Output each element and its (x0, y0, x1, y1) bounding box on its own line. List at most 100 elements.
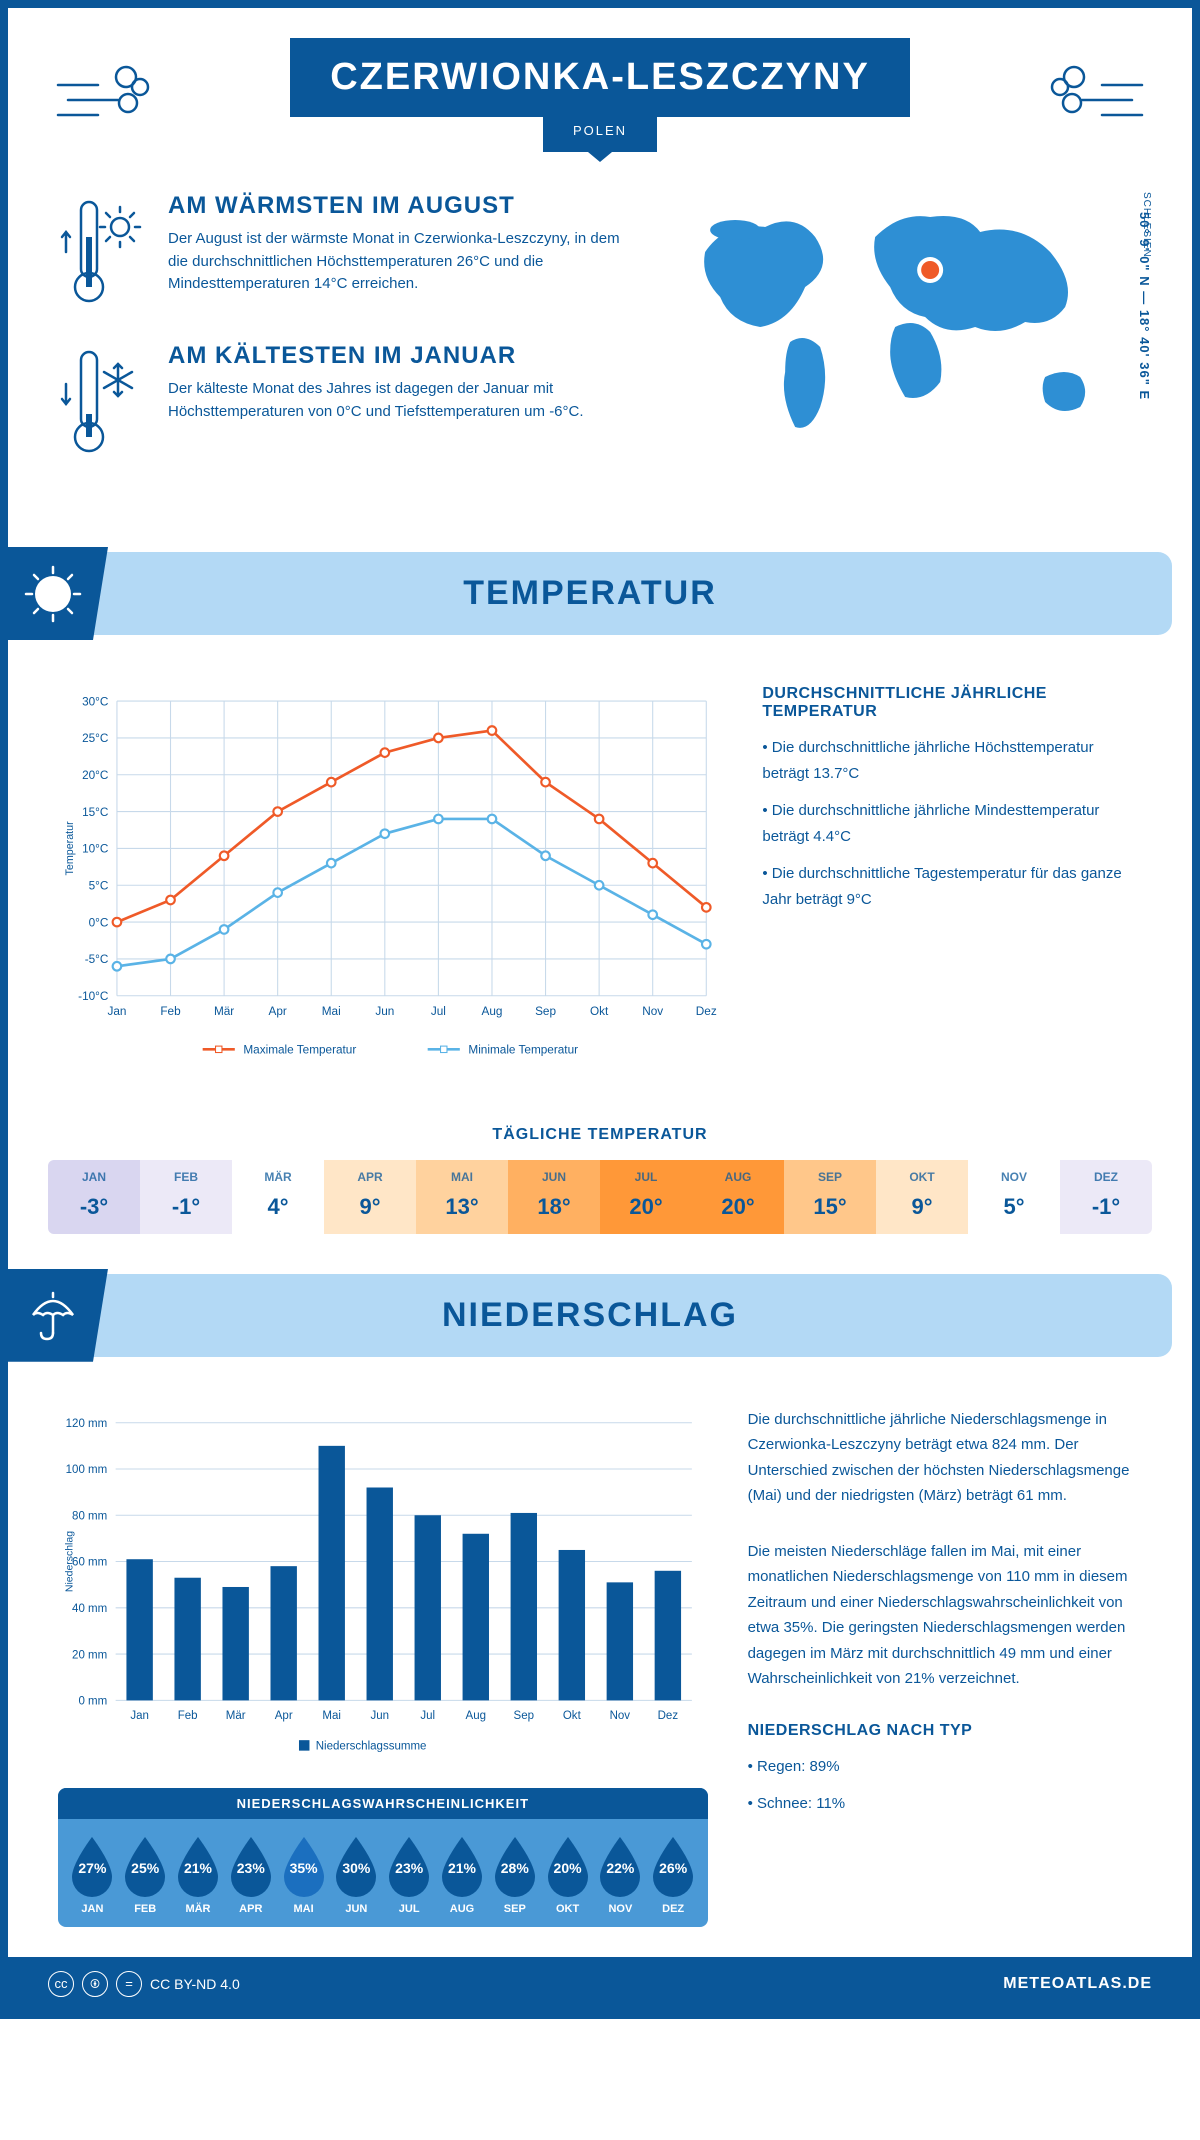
svg-text:60 mm: 60 mm (72, 1556, 107, 1568)
intro-section: AM WÄRMSTEN IM AUGUST Der August ist der… (8, 172, 1192, 532)
license-text: CC BY-ND 4.0 (150, 1976, 240, 1992)
svg-text:0 mm: 0 mm (78, 1695, 107, 1707)
footer: cc 🅯 = CC BY-ND 4.0 METEOATLAS.DE (8, 1957, 1192, 2011)
svg-text:Nov: Nov (610, 1710, 631, 1722)
month-cell: MAI13° (416, 1160, 508, 1234)
temp-stat-1: • Die durchschnittliche jährliche Höchst… (762, 735, 1142, 786)
svg-text:Mär: Mär (226, 1710, 246, 1722)
drop-cell: 20% OKT (541, 1833, 594, 1915)
svg-text:25°C: 25°C (82, 732, 109, 745)
svg-text:Feb: Feb (178, 1710, 198, 1722)
svg-text:Sep: Sep (535, 1005, 556, 1018)
svg-text:Feb: Feb (160, 1005, 181, 1018)
precip-snow: • Schnee: 11% (748, 1791, 1142, 1817)
month-cell: JAN-3° (48, 1160, 140, 1234)
drop-cell: 22% NOV (594, 1833, 647, 1915)
month-cell: AUG20° (692, 1160, 784, 1234)
month-cell: MÄR4° (232, 1160, 324, 1234)
thermometer-cold-icon (58, 342, 148, 462)
svg-text:Jul: Jul (431, 1005, 446, 1018)
svg-text:Nov: Nov (642, 1005, 663, 1018)
svg-text:Dez: Dez (658, 1710, 679, 1722)
daily-temp-title: TÄGLICHE TEMPERATUR (8, 1126, 1192, 1144)
city-name: CZERWIONKA-LESZCZYNY (290, 38, 910, 117)
umbrella-icon (25, 1287, 81, 1343)
svg-text:20 mm: 20 mm (72, 1649, 107, 1661)
svg-text:Mär: Mär (214, 1005, 234, 1018)
svg-text:Mai: Mai (322, 1710, 341, 1722)
svg-text:Apr: Apr (275, 1710, 293, 1722)
svg-text:Aug: Aug (466, 1710, 487, 1722)
drop-cell: 28% SEP (488, 1833, 541, 1915)
drop-cell: 23% JUL (383, 1833, 436, 1915)
svg-text:Temperatur: Temperatur (64, 821, 76, 876)
precipitation-header: NIEDERSCHLAG (8, 1274, 1172, 1357)
svg-text:Okt: Okt (563, 1710, 582, 1722)
drop-cell: 25% FEB (119, 1833, 172, 1915)
svg-text:Okt: Okt (590, 1005, 609, 1018)
svg-text:10°C: 10°C (82, 843, 109, 856)
drop-cell: 21% AUG (436, 1833, 489, 1915)
precip-text-2: Die meisten Niederschläge fallen im Mai,… (748, 1539, 1142, 1692)
svg-text:Apr: Apr (269, 1005, 287, 1018)
drop-cell: 30% JUN (330, 1833, 383, 1915)
brand-name: METEOATLAS.DE (1003, 1975, 1152, 1993)
precip-type-title: NIEDERSCHLAG NACH TYP (748, 1722, 1142, 1740)
svg-text:Aug: Aug (482, 1005, 503, 1018)
svg-text:Maximale Temperatur: Maximale Temperatur (243, 1044, 356, 1057)
precipitation-title: NIEDERSCHLAG (442, 1296, 738, 1334)
title-section: CZERWIONKA-LESZCZYNY POLEN (8, 8, 1192, 172)
svg-text:Dez: Dez (696, 1005, 717, 1018)
temp-stat-2: • Die durchschnittliche jährliche Mindes… (762, 798, 1142, 849)
precip-drops: 27% JAN 25% FEB 21% MÄR 23% APR 35% MAI … (58, 1819, 708, 1921)
temp-stat-3: • Die durchschnittliche Tagestemperatur … (762, 861, 1142, 912)
svg-text:Sep: Sep (514, 1710, 534, 1722)
sun-icon (23, 564, 83, 624)
svg-text:Minimale Temperatur: Minimale Temperatur (468, 1044, 578, 1057)
coldest-fact: AM KÄLTESTEN IM JANUAR Der kälteste Mona… (58, 342, 638, 462)
svg-text:120 mm: 120 mm (66, 1418, 108, 1430)
svg-text:Jun: Jun (375, 1005, 394, 1018)
coldest-title: AM KÄLTESTEN IM JANUAR (168, 342, 638, 370)
svg-text:20°C: 20°C (82, 769, 109, 782)
precip-rain: • Regen: 89% (748, 1754, 1142, 1780)
by-icon: 🅯 (82, 1971, 108, 1997)
temperature-chart: -10°C-5°C0°C5°C10°C15°C20°C25°C30°CJanFe… (58, 685, 722, 1071)
precipitation-chart: 0 mm20 mm40 mm60 mm80 mm100 mm120 mmJanF… (58, 1407, 708, 1763)
cc-icon: cc (48, 1971, 74, 1997)
warmest-fact: AM WÄRMSTEN IM AUGUST Der August ist der… (58, 192, 638, 312)
infographic-frame: CZERWIONKA-LESZCZYNY POLEN (0, 0, 1200, 2019)
temp-stats-title: DURCHSCHNITTLICHE JÄHRLICHE TEMPERATUR (762, 685, 1142, 721)
month-cell: JUN18° (508, 1160, 600, 1234)
svg-text:Jun: Jun (370, 1710, 389, 1722)
svg-text:Niederschlagssumme: Niederschlagssumme (316, 1740, 427, 1752)
month-cell: NOV5° (968, 1160, 1060, 1234)
svg-text:0°C: 0°C (89, 916, 109, 929)
drop-cell: 35% MAI (277, 1833, 330, 1915)
svg-text:-10°C: -10°C (78, 990, 109, 1003)
license-block: cc 🅯 = CC BY-ND 4.0 (48, 1971, 240, 1997)
precip-text-1: Die durchschnittliche jährliche Niedersc… (748, 1407, 1142, 1509)
warmest-text: Der August ist der wärmste Monat in Czer… (168, 228, 638, 296)
coldest-text: Der kälteste Monat des Jahres ist dagege… (168, 378, 638, 423)
svg-text:Jul: Jul (420, 1710, 435, 1722)
svg-text:Mai: Mai (322, 1005, 341, 1018)
drop-cell: 27% JAN (66, 1833, 119, 1915)
nd-icon: = (116, 1971, 142, 1997)
coordinates: 50° 9' 0" N — 18° 40' 36" E (1137, 212, 1152, 400)
svg-text:Niederschlag: Niederschlag (65, 1531, 76, 1592)
svg-text:100 mm: 100 mm (66, 1464, 108, 1476)
wind-icon-right (1032, 55, 1152, 135)
month-cell: FEB-1° (140, 1160, 232, 1234)
drop-cell: 23% APR (224, 1833, 277, 1915)
svg-text:-5°C: -5°C (85, 953, 109, 966)
country-name: POLEN (543, 115, 657, 152)
svg-text:Jan: Jan (107, 1005, 126, 1018)
prob-title: NIEDERSCHLAGSWAHRSCHEINLICHKEIT (58, 1788, 708, 1819)
month-cell: JUL20° (600, 1160, 692, 1234)
daily-temp-grid: JAN-3°FEB-1°MÄR4°APR9°MAI13°JUN18°JUL20°… (48, 1160, 1152, 1234)
temperature-header: TEMPERATUR (8, 552, 1172, 635)
svg-text:15°C: 15°C (82, 806, 109, 819)
precip-probability-box: NIEDERSCHLAGSWAHRSCHEINLICHKEIT 27% JAN … (58, 1788, 708, 1927)
month-cell: SEP15° (784, 1160, 876, 1234)
